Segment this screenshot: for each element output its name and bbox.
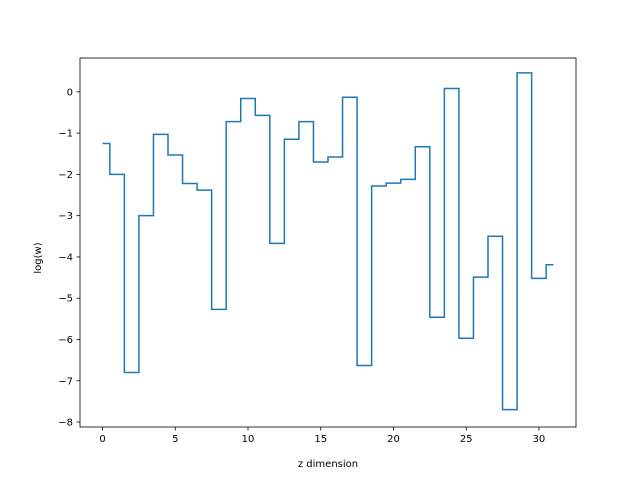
x-axis-title: z dimension [298, 459, 358, 470]
x-axis-ticks: 0 5 10 15 20 25 30 [99, 427, 545, 445]
x-tick-label: 5 [172, 434, 178, 445]
x-tick-label: 15 [314, 434, 327, 445]
y-tick-label: −8 [58, 418, 73, 429]
y-tick-label: −5 [58, 294, 73, 305]
y-tick-label: −2 [58, 170, 73, 181]
x-tick-label: 20 [387, 434, 400, 445]
series-layer [102, 72, 554, 411]
y-axis-title: log(w) [33, 242, 44, 273]
y-tick-label: −6 [58, 335, 73, 346]
y-axis-ticks: −8 −7 −6 −5 −4 −3 −2 −1 0 [58, 87, 80, 429]
series-line-0 [102, 72, 554, 411]
y-tick-label: −1 [58, 129, 73, 140]
y-tick-label: −7 [58, 376, 73, 387]
y-tick-label: 0 [67, 87, 73, 98]
x-tick-label: 10 [242, 434, 255, 445]
y-tick-label: −3 [58, 211, 73, 222]
x-tick-label: 30 [533, 434, 546, 445]
y-tick-label: −4 [58, 252, 73, 263]
plot-area [79, 57, 577, 428]
x-tick-label: 0 [99, 434, 105, 445]
x-tick-label: 25 [460, 434, 473, 445]
axes-frame [79, 57, 577, 428]
